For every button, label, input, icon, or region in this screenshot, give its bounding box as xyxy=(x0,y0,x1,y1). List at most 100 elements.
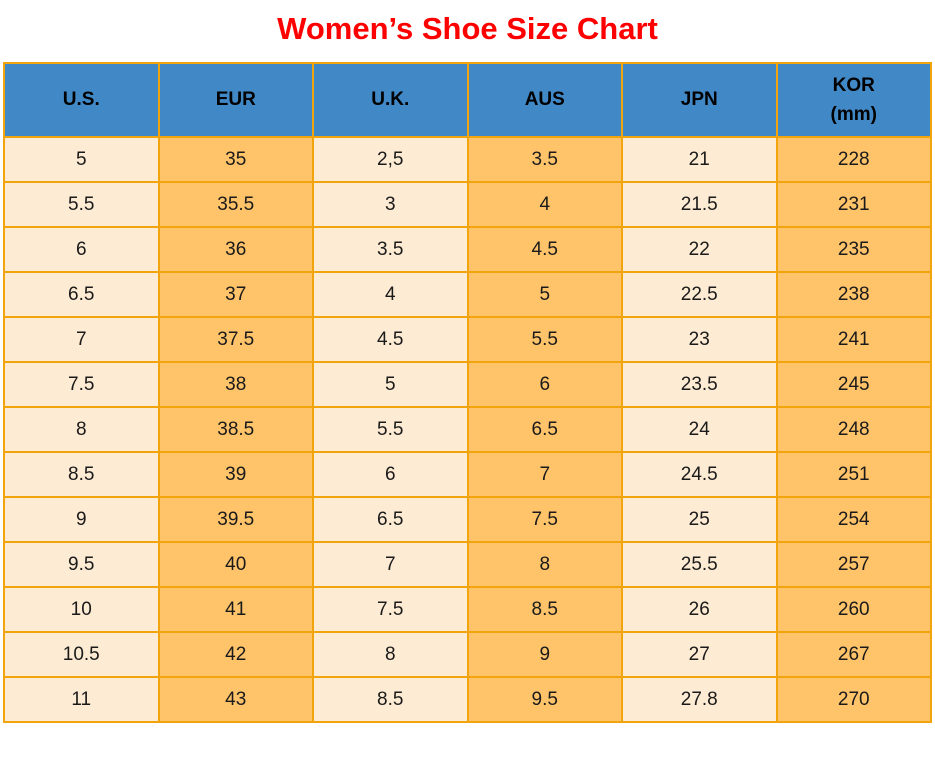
table-cell: 7.5 xyxy=(312,586,469,633)
table-cell: 6.5 xyxy=(466,406,623,453)
table-row: 6.5 37 4 5 22.5 238 xyxy=(3,271,932,318)
table-row: 5 35 2,5 3.5 21 228 xyxy=(3,136,932,183)
table-cell: 37.5 xyxy=(157,316,314,363)
table-cell: 38 xyxy=(157,361,314,408)
table-cell: 6.5 xyxy=(3,271,160,318)
header-cell-eur: EUR xyxy=(157,62,314,138)
header-label: U.K. xyxy=(371,89,410,111)
page-title: Women’s Shoe Size Chart xyxy=(277,11,658,46)
table-cell: 23.5 xyxy=(621,361,778,408)
table-cell: 5 xyxy=(466,271,623,318)
table-cell: 8 xyxy=(312,631,469,678)
table-cell: 270 xyxy=(775,676,932,723)
table-cell: 8.5 xyxy=(312,676,469,723)
table-header: U.S. EUR U.K. AUS JPN KOR (mm) xyxy=(3,62,932,138)
table-cell: 3.5 xyxy=(466,136,623,183)
table-row: 6 36 3.5 4.5 22 235 xyxy=(3,226,932,273)
table-cell: 5.5 xyxy=(466,316,623,363)
table-cell: 9 xyxy=(466,631,623,678)
table-row: 8 38.5 5.5 6.5 24 248 xyxy=(3,406,932,453)
header-label: EUR xyxy=(215,89,256,111)
table-cell: 35 xyxy=(157,136,314,183)
table-row: 7.5 38 5 6 23.5 245 xyxy=(3,361,932,408)
table-cell: 9.5 xyxy=(466,676,623,723)
table-cell: 27 xyxy=(621,631,778,678)
table-row: 9.5 40 7 8 25.5 257 xyxy=(3,541,932,588)
table-cell: 41 xyxy=(157,586,314,633)
table-cell: 6 xyxy=(3,226,160,273)
table-cell: 8.5 xyxy=(466,586,623,633)
table-row: 10.5 42 8 9 27 267 xyxy=(3,631,932,678)
table-cell: 3 xyxy=(312,181,469,228)
table-cell: 7 xyxy=(312,541,469,588)
header-label: U.S. xyxy=(62,89,100,111)
table-cell: 251 xyxy=(775,451,932,498)
table-cell: 8 xyxy=(3,406,160,453)
table-cell: 26 xyxy=(621,586,778,633)
header-row: U.S. EUR U.K. AUS JPN KOR (mm) xyxy=(3,62,932,138)
table-cell: 254 xyxy=(775,496,932,543)
table-cell: 3.5 xyxy=(312,226,469,273)
table-cell: 5 xyxy=(3,136,160,183)
table-cell: 8 xyxy=(466,541,623,588)
table-cell: 25.5 xyxy=(621,541,778,588)
header-cell-kor: KOR (mm) xyxy=(775,62,932,138)
header-label: KOR xyxy=(832,74,875,96)
table-cell: 4 xyxy=(312,271,469,318)
table-cell: 260 xyxy=(775,586,932,633)
table-cell: 9 xyxy=(3,496,160,543)
header-label: JPN xyxy=(680,89,718,111)
table-cell: 4.5 xyxy=(466,226,623,273)
table-cell: 245 xyxy=(775,361,932,408)
table-cell: 7.5 xyxy=(3,361,160,408)
table-cell: 39.5 xyxy=(157,496,314,543)
table-row: 8.5 39 6 7 24.5 251 xyxy=(3,451,932,498)
header-cell-jpn: JPN xyxy=(621,62,778,138)
table-cell: 6.5 xyxy=(312,496,469,543)
table-row: 9 39.5 6.5 7.5 25 254 xyxy=(3,496,932,543)
table-cell: 24.5 xyxy=(621,451,778,498)
table-cell: 4 xyxy=(466,181,623,228)
table-body: 5 35 2,5 3.5 21 228 5.5 35.5 3 4 21.5 231 6 36 3.5 4.5 2… xyxy=(3,136,932,723)
table-cell: 23 xyxy=(621,316,778,363)
shoe-size-table: U.S. EUR U.K. AUS JPN KOR (mm) xyxy=(3,62,932,723)
table-row: 10 41 7.5 8.5 26 260 xyxy=(3,586,932,633)
table-row: 7 37.5 4.5 5.5 23 241 xyxy=(3,316,932,363)
header-cell-uk: U.K. xyxy=(312,62,469,138)
table-cell: 238 xyxy=(775,271,932,318)
table-cell: 42 xyxy=(157,631,314,678)
header-cell-us: U.S. xyxy=(3,62,160,138)
header-label: AUS xyxy=(524,89,565,111)
table-cell: 21.5 xyxy=(621,181,778,228)
table-cell: 22.5 xyxy=(621,271,778,318)
table-cell: 39 xyxy=(157,451,314,498)
table-cell: 5.5 xyxy=(3,181,160,228)
table-cell: 22 xyxy=(621,226,778,273)
table-cell: 6 xyxy=(466,361,623,408)
table-cell: 235 xyxy=(775,226,932,273)
table-cell: 267 xyxy=(775,631,932,678)
table-cell: 7 xyxy=(466,451,623,498)
table-cell: 24 xyxy=(621,406,778,453)
table-cell: 231 xyxy=(775,181,932,228)
table-cell: 8.5 xyxy=(3,451,160,498)
table-cell: 10.5 xyxy=(3,631,160,678)
table-cell: 4.5 xyxy=(312,316,469,363)
table-cell: 21 xyxy=(621,136,778,183)
header-cell-aus: AUS xyxy=(466,62,623,138)
table-cell: 25 xyxy=(621,496,778,543)
table-cell: 38.5 xyxy=(157,406,314,453)
table-cell: 2,5 xyxy=(312,136,469,183)
table-cell: 5 xyxy=(312,361,469,408)
table-cell: 6 xyxy=(312,451,469,498)
table-cell: 35.5 xyxy=(157,181,314,228)
table-row: 5.5 35.5 3 4 21.5 231 xyxy=(3,181,932,228)
table-cell: 43 xyxy=(157,676,314,723)
table-cell: 36 xyxy=(157,226,314,273)
table-cell: 7.5 xyxy=(466,496,623,543)
table-cell: 257 xyxy=(775,541,932,588)
table-cell: 11 xyxy=(3,676,160,723)
table-cell: 9.5 xyxy=(3,541,160,588)
table-cell: 248 xyxy=(775,406,932,453)
